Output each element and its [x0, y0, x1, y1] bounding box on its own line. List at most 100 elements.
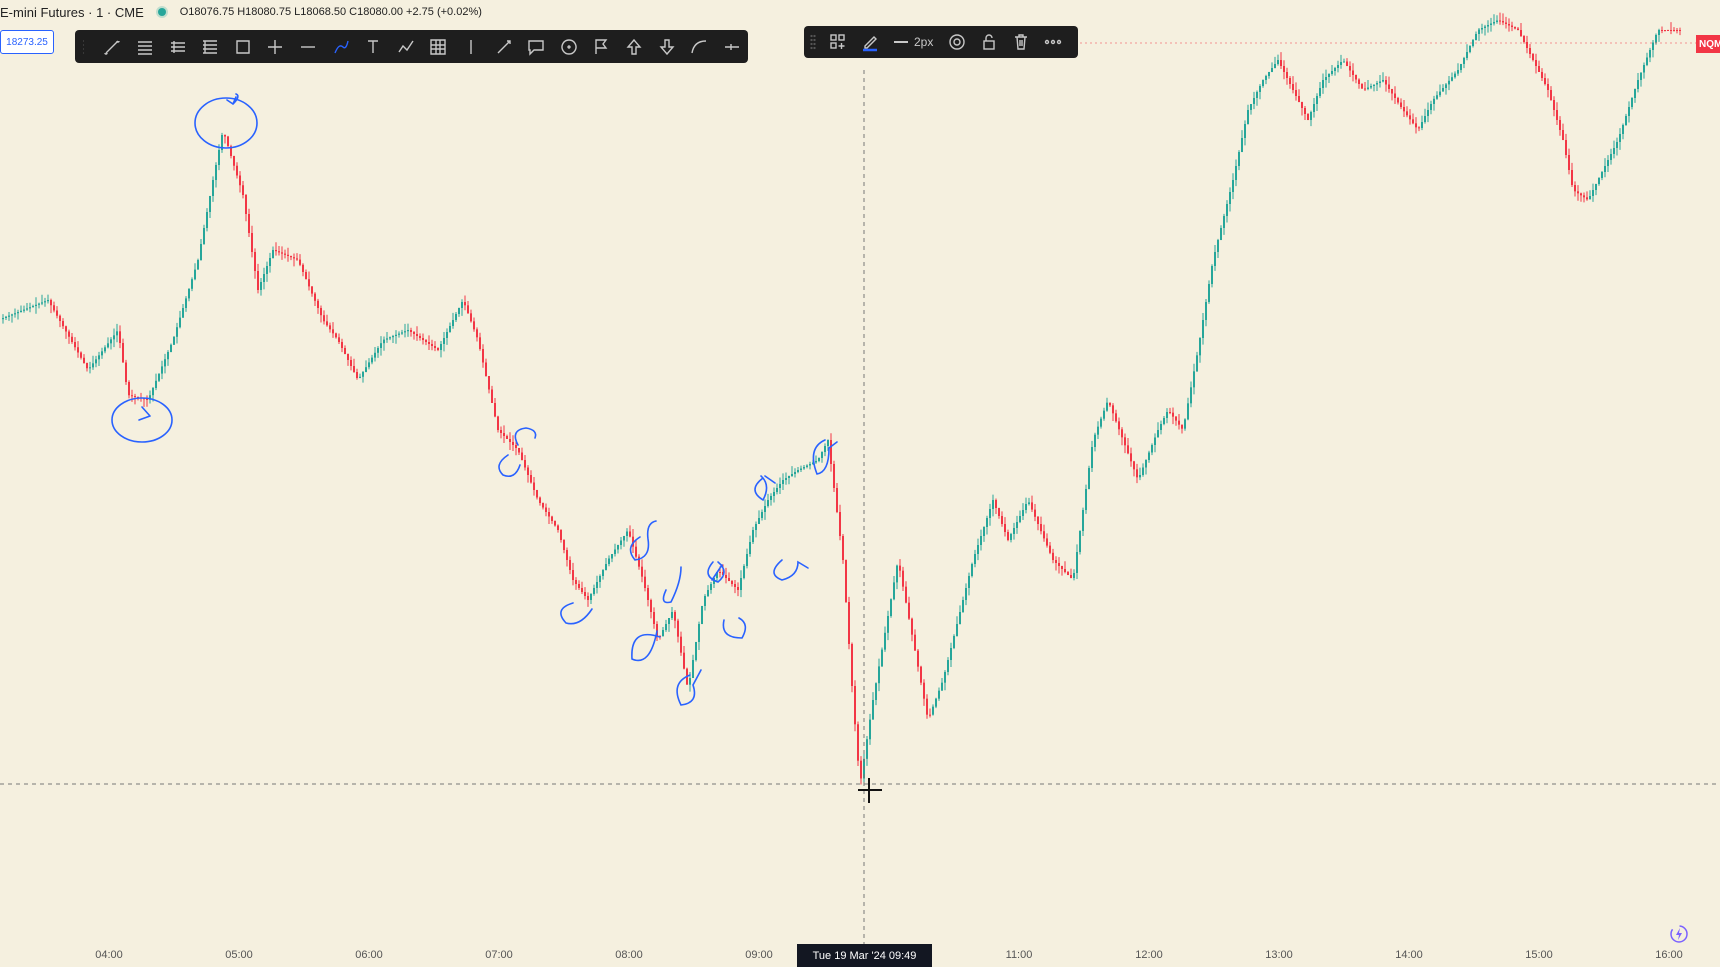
lock-icon[interactable] [973, 26, 1005, 58]
curve-tool[interactable] [683, 30, 716, 63]
grip-handle[interactable] [83, 38, 85, 55]
candle-body [1010, 534, 1012, 540]
trend-line-tool[interactable] [96, 30, 129, 63]
candle-body [896, 565, 898, 583]
arrow-down-tool[interactable] [650, 30, 683, 63]
horizontal-line-tool[interactable] [292, 30, 325, 63]
candle-body [1325, 77, 1327, 80]
candle-body [1304, 108, 1306, 114]
candle-body [1013, 528, 1015, 534]
candle-body [320, 308, 322, 316]
candle-body [470, 313, 472, 322]
candle-body [1055, 560, 1057, 563]
candle-body [1235, 166, 1237, 180]
candle-body [527, 467, 529, 475]
candle-body [557, 525, 559, 530]
time-axis-label: 07:00 [485, 949, 513, 961]
candle-body [500, 430, 502, 433]
candle-body [317, 300, 319, 308]
grid-tool[interactable] [422, 30, 455, 63]
flag-tool[interactable] [585, 30, 618, 63]
curve-icon [691, 39, 707, 53]
candle-body [1658, 30, 1660, 35]
candle-body [1079, 531, 1081, 552]
candle-body [1451, 77, 1453, 81]
lightning-icon[interactable] [1668, 923, 1690, 945]
vertical-line-tool[interactable] [455, 30, 488, 63]
candle-body [812, 462, 814, 464]
more-icon[interactable] [1037, 26, 1069, 58]
candle-body [1331, 71, 1333, 74]
candle-body [830, 440, 832, 464]
brush-annotations[interactable] [111, 93, 838, 706]
candle-body [1157, 430, 1159, 438]
candle-body [767, 500, 769, 506]
candle-body [1388, 84, 1390, 89]
more-lines-tool[interactable] [715, 30, 748, 63]
settings-icon[interactable] [941, 26, 973, 58]
candle-body [191, 279, 193, 289]
candle-body [992, 500, 994, 509]
candle-body [737, 587, 739, 590]
candle-body [1097, 426, 1099, 435]
candle-body [1448, 80, 1450, 85]
candle-body [179, 317, 181, 328]
line-width-label: 2px [914, 35, 934, 49]
candle-body [512, 442, 514, 445]
brush-tool[interactable] [324, 30, 357, 63]
circle-icon [561, 38, 577, 55]
horizontal-lines-tool[interactable] [129, 30, 162, 63]
candle-body [293, 257, 295, 259]
symbol-header: E-mini Futures · 1 · CME O18076.75 H1808… [0, 2, 482, 22]
candle-body [845, 560, 847, 602]
grip-handle[interactable] [810, 34, 816, 50]
candle-body [1616, 142, 1618, 148]
candle-body [119, 331, 121, 343]
candle-body [8, 315, 10, 317]
candle-body [1625, 116, 1627, 125]
candle-body [875, 683, 877, 700]
candle-body [1379, 81, 1381, 83]
candle-body [1049, 545, 1051, 553]
candle-body [1211, 266, 1213, 284]
text-tool[interactable] [357, 30, 390, 63]
candle-body [779, 484, 781, 488]
pen-color-icon[interactable] [854, 26, 886, 58]
measure-tool[interactable] [487, 30, 520, 63]
candle-body [377, 348, 379, 353]
candle-body [989, 509, 991, 518]
candle-body [1595, 184, 1597, 190]
arrow-up-tool[interactable] [618, 30, 651, 63]
candle-body [917, 650, 919, 667]
candle-body [305, 272, 307, 280]
candle-body [1502, 21, 1504, 23]
pitchfork-tool[interactable] [161, 30, 194, 63]
candle-body [815, 461, 817, 463]
callout-tool[interactable] [520, 30, 553, 63]
candle-body [296, 258, 298, 260]
symbol-badge: NQM [1696, 35, 1720, 53]
candle-body [521, 452, 523, 460]
symbol-title[interactable]: E-mini Futures · 1 · CME [0, 4, 144, 20]
line-width-button[interactable]: 2px [886, 26, 941, 58]
candle-body [1610, 154, 1612, 160]
candle-body [1028, 502, 1030, 504]
candle-body [563, 540, 565, 550]
candle-body [641, 566, 643, 577]
candle-body [884, 632, 886, 650]
crosshair-tool-tool[interactable] [259, 30, 292, 63]
rectangle-tool[interactable] [227, 30, 260, 63]
candle-body [920, 666, 922, 683]
candle-body [1619, 134, 1621, 142]
candle-body [1445, 84, 1447, 88]
path-tool[interactable] [389, 30, 422, 63]
templates-icon[interactable] [822, 26, 854, 58]
candle-body [380, 343, 382, 348]
circle-tool[interactable] [552, 30, 585, 63]
candle-body [1367, 87, 1369, 89]
trash-icon[interactable] [1005, 26, 1037, 58]
candle-body [1334, 68, 1336, 71]
fib-retracement-tool[interactable] [194, 30, 227, 63]
candle-body [821, 452, 823, 458]
